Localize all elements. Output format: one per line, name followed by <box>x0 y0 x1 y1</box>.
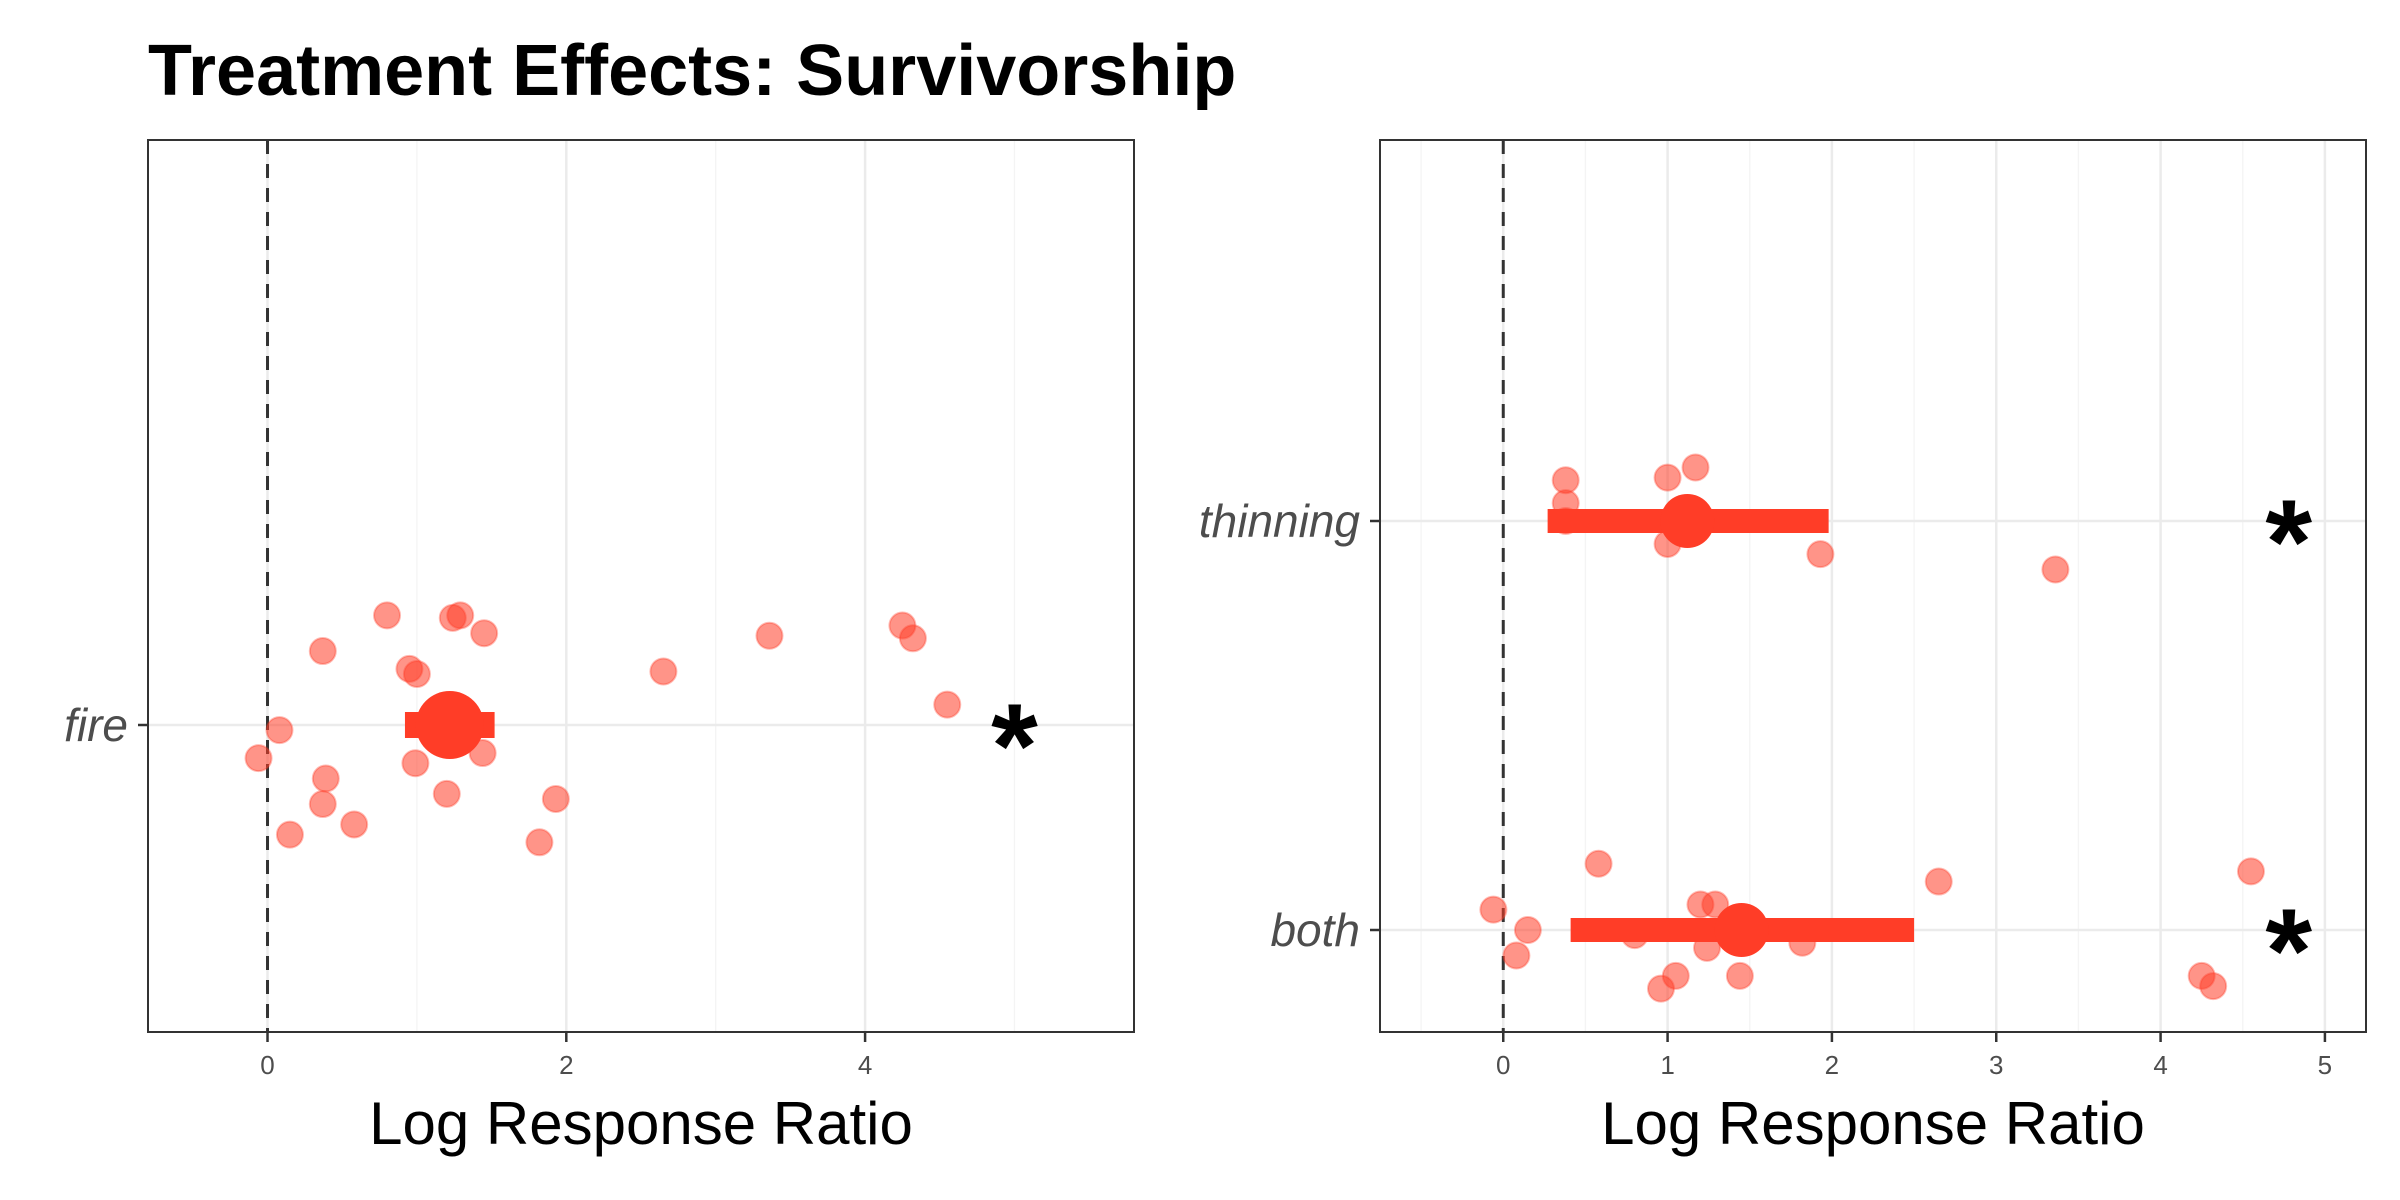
data-point <box>1479 895 1508 924</box>
data-point <box>244 744 273 773</box>
estimate-point <box>415 691 484 759</box>
data-point <box>1584 849 1613 878</box>
data-point <box>311 764 340 793</box>
y-category-label: fire <box>64 699 128 751</box>
data-point <box>1681 453 1710 482</box>
y-category-label: thinning <box>1199 495 1361 547</box>
data-point <box>340 810 369 839</box>
series-fire: * <box>244 601 1038 857</box>
chart-title: Treatment Effects: Survivorship <box>148 31 1237 111</box>
data-point <box>308 637 337 666</box>
data-point <box>432 779 461 808</box>
chart-panel-1: * fire 0 2 4 Log Response Ratio <box>64 139 1135 1157</box>
data-point <box>2041 555 2070 584</box>
data-point <box>1653 463 1682 492</box>
data-point <box>446 601 475 630</box>
data-point <box>265 716 294 745</box>
significance-marker: * <box>991 679 1038 813</box>
data-point <box>2236 857 2265 886</box>
data-point <box>1701 890 1730 919</box>
x-tick-label: 2 <box>559 1050 573 1080</box>
data-point <box>898 624 927 653</box>
x-tick-label: 5 <box>2318 1050 2332 1080</box>
data-point <box>541 784 570 813</box>
data-point <box>470 619 499 648</box>
x-tick-label: 4 <box>858 1050 872 1080</box>
data-point <box>1513 916 1542 944</box>
significance-marker: * <box>2265 475 2312 609</box>
x-tick-label: 3 <box>1989 1050 2003 1080</box>
data-point <box>275 820 304 849</box>
x-tick-label: 2 <box>1825 1050 1839 1080</box>
series-thinning: * <box>1547 453 2312 609</box>
x-axis-title: Log Response Ratio <box>1601 1090 2145 1157</box>
data-point <box>1725 961 1754 990</box>
data-point <box>755 621 784 650</box>
x-tick-label: 0 <box>260 1050 274 1080</box>
estimate-point <box>1714 903 1769 957</box>
data-point <box>308 790 337 819</box>
significance-marker: * <box>2265 884 2312 1018</box>
data-point <box>468 739 497 768</box>
data-point <box>401 749 430 778</box>
data-point <box>1502 941 1531 970</box>
data-point <box>1647 974 1676 1003</box>
data-point <box>525 828 554 857</box>
y-category-label: both <box>1270 904 1360 956</box>
series-both: * <box>1479 849 2312 1018</box>
data-point <box>373 601 402 630</box>
x-tick-label: 1 <box>1660 1050 1674 1080</box>
data-point <box>933 690 962 719</box>
estimate-point <box>1660 494 1715 548</box>
data-point <box>649 657 678 686</box>
panel-border <box>147 139 1135 1033</box>
data-point <box>2199 972 2228 1001</box>
x-tick-label: 4 <box>2153 1050 2167 1080</box>
data-point <box>402 660 431 688</box>
x-axis-title: Log Response Ratio <box>369 1090 913 1157</box>
chart-panel-2: * thinning * both 0 1 2 3 4 5 Log Response Ratio <box>1199 139 2367 1157</box>
x-tick-label: 0 <box>1496 1050 1510 1080</box>
data-point <box>1924 867 1953 896</box>
data-point <box>1806 540 1835 569</box>
panel-border <box>1379 139 2367 1033</box>
